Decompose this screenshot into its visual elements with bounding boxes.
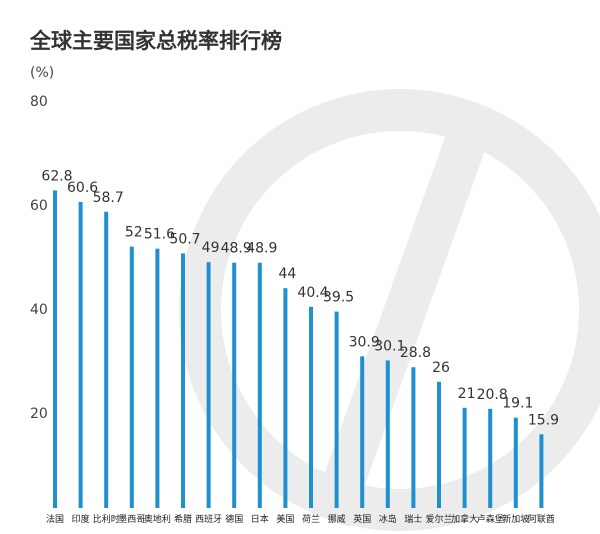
- category-label: 西班牙: [195, 513, 222, 525]
- bar: [232, 262, 237, 508]
- category-label: 比利时: [93, 513, 120, 525]
- value-label: 48.9: [246, 241, 277, 257]
- value-label: 52: [125, 225, 143, 241]
- category-label: 日本: [251, 513, 269, 525]
- y-tick-label: 40: [30, 302, 48, 318]
- category-label: 法国: [46, 513, 64, 525]
- value-label: 28.8: [400, 345, 431, 361]
- category-label: 爱尔兰: [425, 513, 452, 525]
- bar: [488, 408, 493, 508]
- bar: [385, 360, 390, 508]
- value-label: 39.5: [323, 290, 354, 306]
- value-label: 19.1: [502, 396, 533, 412]
- bar: [360, 356, 365, 508]
- bar: [155, 248, 160, 508]
- bar: [78, 201, 83, 508]
- bar: [129, 246, 134, 508]
- y-axis-ticks: 20 40 60 80: [30, 94, 48, 422]
- bar: [334, 311, 339, 508]
- y-axis-unit: (%): [30, 65, 54, 81]
- value-labels: 62.860.658.752 51.650.749 48.948.94440.439…: [41, 168, 559, 428]
- y-tick-label: 80: [30, 94, 48, 110]
- category-label: 阿联酋: [528, 513, 555, 525]
- bar: [257, 262, 262, 508]
- value-label: 50.7: [169, 231, 200, 247]
- value-label: 20.8: [477, 387, 508, 403]
- value-label: 44: [278, 266, 296, 282]
- y-tick-label: 20: [30, 406, 48, 422]
- value-label: 26: [432, 360, 450, 376]
- value-label: 30.9: [349, 334, 380, 350]
- value-label: 30.1: [374, 338, 405, 354]
- bar: [53, 190, 57, 508]
- category-label: 奥地利: [144, 513, 171, 525]
- category-label: 瑞士: [404, 513, 422, 525]
- chart-title: 全球主要国家总税率排行榜: [29, 29, 282, 53]
- bar: [513, 417, 518, 508]
- y-tick-label: 60: [30, 198, 48, 214]
- bar: [181, 253, 185, 508]
- bar: [539, 434, 544, 508]
- value-label: 62.8: [41, 168, 72, 184]
- category-label: 挪威: [328, 513, 346, 525]
- bars: [53, 190, 544, 508]
- value-label: 51.6: [144, 227, 175, 243]
- value-label: 15.9: [528, 412, 559, 428]
- value-label: 21: [458, 386, 476, 402]
- category-label: 印度: [72, 513, 90, 525]
- bar: [411, 367, 416, 508]
- category-label: 加拿大: [451, 513, 478, 525]
- category-label: 英国: [353, 513, 371, 525]
- bar: [437, 381, 441, 508]
- watermark-logo: [179, 89, 600, 531]
- category-label: 希腊: [174, 513, 192, 525]
- bar: [309, 306, 313, 508]
- category-label: 荷兰: [302, 513, 320, 525]
- bar: [283, 288, 288, 508]
- category-label: 墨西哥: [118, 514, 145, 525]
- value-label: 48.9: [221, 241, 252, 257]
- bar: [462, 407, 467, 508]
- category-label: 冰岛: [379, 513, 397, 525]
- category-label: 卢森堡: [477, 513, 504, 525]
- value-label: 58.7: [93, 190, 124, 206]
- value-label: 40.4: [297, 285, 328, 301]
- category-label: 新加坡: [502, 513, 529, 525]
- bar: [104, 211, 109, 508]
- category-label: 德国: [225, 513, 243, 525]
- value-label: 49: [202, 240, 220, 256]
- bar: [206, 262, 211, 508]
- value-label: 60.6: [67, 180, 98, 196]
- category-label: 美国: [276, 513, 294, 525]
